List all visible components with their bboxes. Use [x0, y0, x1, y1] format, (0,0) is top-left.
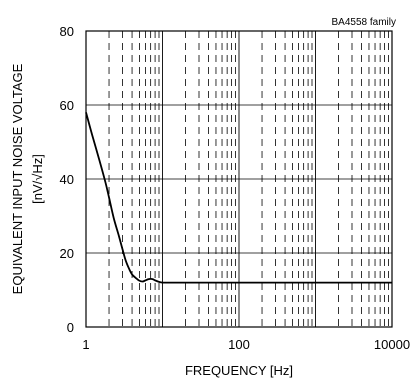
y-tick-label: 0 [67, 320, 74, 335]
x-tick-label: 1 [82, 337, 89, 352]
grid [86, 31, 392, 327]
x-tick-label: 100 [228, 337, 250, 352]
y-tick-label: 40 [60, 172, 74, 187]
family-label: BA4558 family [332, 17, 396, 28]
plot-area-border [85, 30, 393, 328]
noise-curve [85, 112, 392, 284]
x-axis-label: FREQUENCY [Hz] [185, 363, 293, 378]
curve-layer [85, 112, 392, 284]
y-axis-unit: [nV/√Hz] [30, 154, 45, 204]
tick-labels: 0 20 40 60 80 1 100 10000 [60, 24, 411, 352]
y-tick-label: 20 [60, 246, 74, 261]
y-tick-label: 80 [60, 24, 74, 39]
y-axis-label: EQUIVALENT INPUT NOISE VOLTAGE [10, 63, 25, 294]
y-tick-label: 60 [60, 98, 74, 113]
x-tick-label: 10000 [374, 337, 410, 352]
